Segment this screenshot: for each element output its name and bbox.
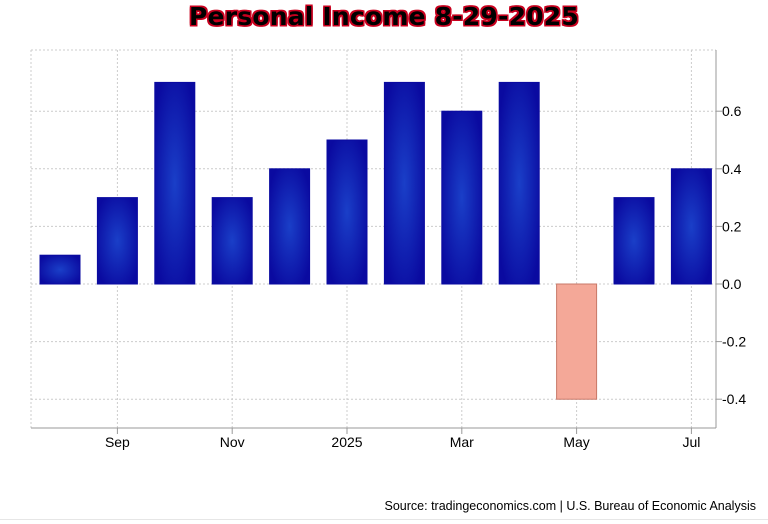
source-note: Source: tradingeconomics.com | U.S. Bure… xyxy=(384,499,756,513)
footer-divider xyxy=(0,519,768,520)
y-tick-label: -0.2 xyxy=(722,334,746,350)
bar xyxy=(39,254,81,285)
x-tick-label: Mar xyxy=(450,434,474,450)
bars xyxy=(39,81,712,400)
bar xyxy=(269,168,311,285)
y-tick-label: 0.0 xyxy=(722,276,742,292)
bar xyxy=(613,197,655,285)
bar xyxy=(383,81,425,285)
axes xyxy=(30,50,722,434)
y-tick-label: -0.4 xyxy=(722,391,746,407)
bar xyxy=(211,197,253,285)
bar-negative xyxy=(556,283,598,400)
x-axis-labels: Sep Nov 2025 Mar May Jul xyxy=(105,434,700,450)
bar xyxy=(498,81,540,285)
y-tick-label: 0.2 xyxy=(722,218,742,234)
bar xyxy=(326,139,368,285)
bar xyxy=(441,110,483,285)
bar xyxy=(670,168,712,285)
bar xyxy=(96,197,138,285)
y-tick-label: 0.4 xyxy=(722,161,742,177)
bar xyxy=(154,81,196,285)
y-tick-label: 0.6 xyxy=(722,103,742,119)
x-tick-label: May xyxy=(563,434,589,450)
x-tick-label: Nov xyxy=(220,434,245,450)
x-tick-label: 2025 xyxy=(331,434,362,450)
x-tick-label: Jul xyxy=(682,434,700,450)
chart-title: Personal Income 8-29-2025 xyxy=(189,2,579,31)
y-axis-labels: 0.6 0.4 0.2 0.0 -0.2 -0.4 xyxy=(722,103,746,407)
x-tick-label: Sep xyxy=(105,434,130,450)
